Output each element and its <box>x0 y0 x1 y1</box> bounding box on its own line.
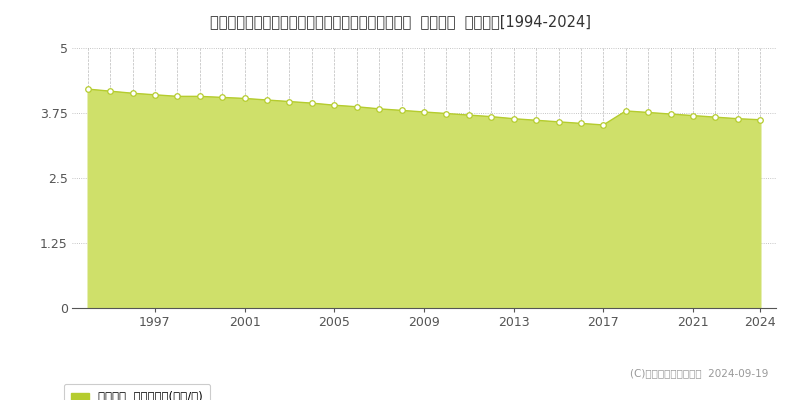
Point <box>462 112 475 118</box>
Point <box>238 95 251 102</box>
Point <box>642 109 654 116</box>
Point <box>82 86 94 92</box>
Point <box>306 100 318 106</box>
Point <box>530 117 542 124</box>
Point <box>574 120 587 126</box>
Point <box>686 112 699 119</box>
Point <box>373 106 386 112</box>
Point <box>328 102 341 108</box>
Point <box>194 93 206 100</box>
Point <box>283 98 296 105</box>
Point <box>619 108 632 114</box>
Point <box>395 107 408 114</box>
Point <box>350 104 363 110</box>
Point <box>709 114 722 120</box>
Point <box>507 116 520 122</box>
Point <box>485 114 498 120</box>
Point <box>754 116 766 123</box>
Point <box>552 119 565 125</box>
Point <box>171 93 184 100</box>
Point <box>731 116 744 122</box>
Text: (C)土地価格ドットコム  2024-09-19: (C)土地価格ドットコム 2024-09-19 <box>630 368 768 378</box>
Point <box>440 110 453 117</box>
Point <box>149 92 162 98</box>
Point <box>216 94 229 100</box>
Point <box>664 111 677 117</box>
Legend: 公示地価  平均坪単価(万円/坪): 公示地価 平均坪単価(万円/坪) <box>64 384 210 400</box>
Point <box>261 97 274 103</box>
Text: 栃木県芳賀郡芳賀町大字稲毛田字屋敷添１４３０番  公示地価  地価推移[1994-2024]: 栃木県芳賀郡芳賀町大字稲毛田字屋敷添１４３０番 公示地価 地価推移[1994-2… <box>210 14 590 29</box>
Point <box>126 90 139 96</box>
Point <box>104 88 117 94</box>
Point <box>418 109 430 115</box>
Point <box>597 122 610 128</box>
